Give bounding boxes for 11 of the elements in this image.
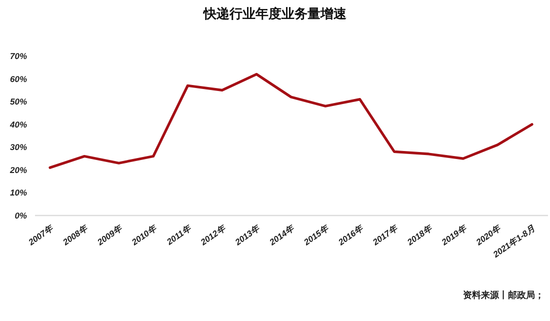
text: 资料来源丨邮政局； xyxy=(463,290,544,300)
y-tick-label: 60% xyxy=(10,74,28,84)
chart-title: 快递行业年度业务量增速 xyxy=(202,6,348,21)
y-tick-label: 20% xyxy=(8,164,28,175)
y-tick-label: 70% xyxy=(10,51,28,61)
y-tick-label: 30% xyxy=(10,142,28,152)
y-tick-label: 50% xyxy=(10,96,28,107)
y-tick-label: 10% xyxy=(10,188,28,198)
line-series xyxy=(48,72,534,169)
y-tick-label: 40% xyxy=(8,119,28,130)
y-tick-label: 0% xyxy=(14,210,28,220)
